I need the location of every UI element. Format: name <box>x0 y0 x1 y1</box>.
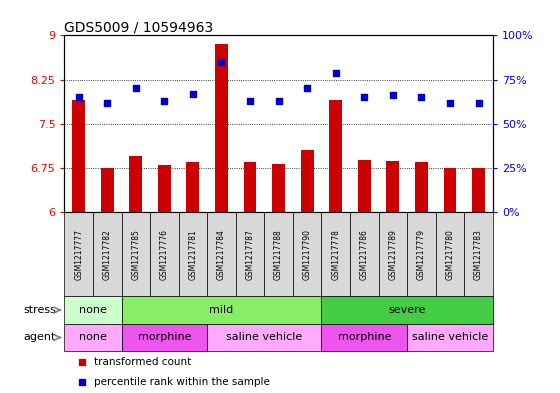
Bar <box>186 162 199 212</box>
Text: GSM1217781: GSM1217781 <box>188 229 198 280</box>
Bar <box>444 168 456 212</box>
Text: GSM1217778: GSM1217778 <box>331 229 340 280</box>
Bar <box>93 212 122 296</box>
Bar <box>150 212 179 296</box>
Text: GSM1217779: GSM1217779 <box>417 229 426 280</box>
Bar <box>329 100 342 212</box>
Text: morphine: morphine <box>138 332 191 342</box>
Point <box>360 94 368 100</box>
Bar <box>407 324 493 351</box>
Text: GSM1217789: GSM1217789 <box>388 229 398 280</box>
Bar <box>101 168 114 212</box>
Point <box>103 99 112 106</box>
Point <box>131 85 140 92</box>
Text: stress: stress <box>23 305 56 315</box>
Text: morphine: morphine <box>338 332 391 342</box>
Point <box>302 85 311 92</box>
Bar <box>215 44 228 212</box>
Text: GSM1217777: GSM1217777 <box>74 229 83 280</box>
Point <box>188 90 198 97</box>
Bar <box>436 212 464 296</box>
Text: saline vehicle: saline vehicle <box>412 332 488 342</box>
Text: GSM1217782: GSM1217782 <box>102 229 112 280</box>
Text: GSM1217785: GSM1217785 <box>131 229 141 280</box>
Text: saline vehicle: saline vehicle <box>226 332 302 342</box>
Bar <box>244 162 256 212</box>
Bar <box>464 212 493 296</box>
Bar <box>301 150 314 212</box>
Point <box>245 97 254 104</box>
Text: GSM1217783: GSM1217783 <box>474 229 483 280</box>
Point <box>274 97 283 104</box>
Bar <box>293 212 321 296</box>
Bar <box>129 156 142 212</box>
Text: GSM1217787: GSM1217787 <box>245 229 255 280</box>
Bar <box>122 296 321 324</box>
Point <box>160 97 169 104</box>
Bar <box>64 296 122 324</box>
Bar <box>64 212 93 296</box>
Text: GSM1217784: GSM1217784 <box>217 229 226 280</box>
Text: GDS5009 / 10594963: GDS5009 / 10594963 <box>64 20 214 34</box>
Text: GSM1217788: GSM1217788 <box>274 229 283 280</box>
Text: percentile rank within the sample: percentile rank within the sample <box>95 377 270 387</box>
Bar <box>207 324 321 351</box>
Bar <box>122 324 207 351</box>
Bar <box>72 100 85 212</box>
Bar <box>386 161 399 212</box>
Bar <box>264 212 293 296</box>
Text: transformed count: transformed count <box>95 357 192 367</box>
Point <box>388 92 397 99</box>
Text: agent: agent <box>24 332 56 342</box>
Bar <box>321 324 407 351</box>
Text: GSM1217786: GSM1217786 <box>360 229 369 280</box>
Bar <box>207 212 236 296</box>
Bar <box>321 296 493 324</box>
Bar <box>350 212 379 296</box>
Point <box>417 94 426 100</box>
Point <box>331 69 340 75</box>
Text: GSM1217776: GSM1217776 <box>160 229 169 280</box>
Bar <box>358 160 371 212</box>
Text: none: none <box>79 332 107 342</box>
Point <box>474 99 483 106</box>
Bar <box>379 212 407 296</box>
Bar <box>415 162 428 212</box>
Point <box>446 99 455 106</box>
Point <box>74 94 83 100</box>
Bar <box>64 324 122 351</box>
Text: severe: severe <box>389 305 426 315</box>
Text: GSM1217790: GSM1217790 <box>302 229 312 280</box>
Bar <box>179 212 207 296</box>
Text: mild: mild <box>209 305 234 315</box>
Bar <box>158 165 171 212</box>
Text: none: none <box>79 305 107 315</box>
Bar <box>236 212 264 296</box>
Bar <box>472 168 485 212</box>
Point <box>217 59 226 65</box>
Bar <box>407 212 436 296</box>
Bar <box>272 164 285 212</box>
Bar <box>122 212 150 296</box>
Bar <box>321 212 350 296</box>
Text: GSM1217780: GSM1217780 <box>445 229 455 280</box>
